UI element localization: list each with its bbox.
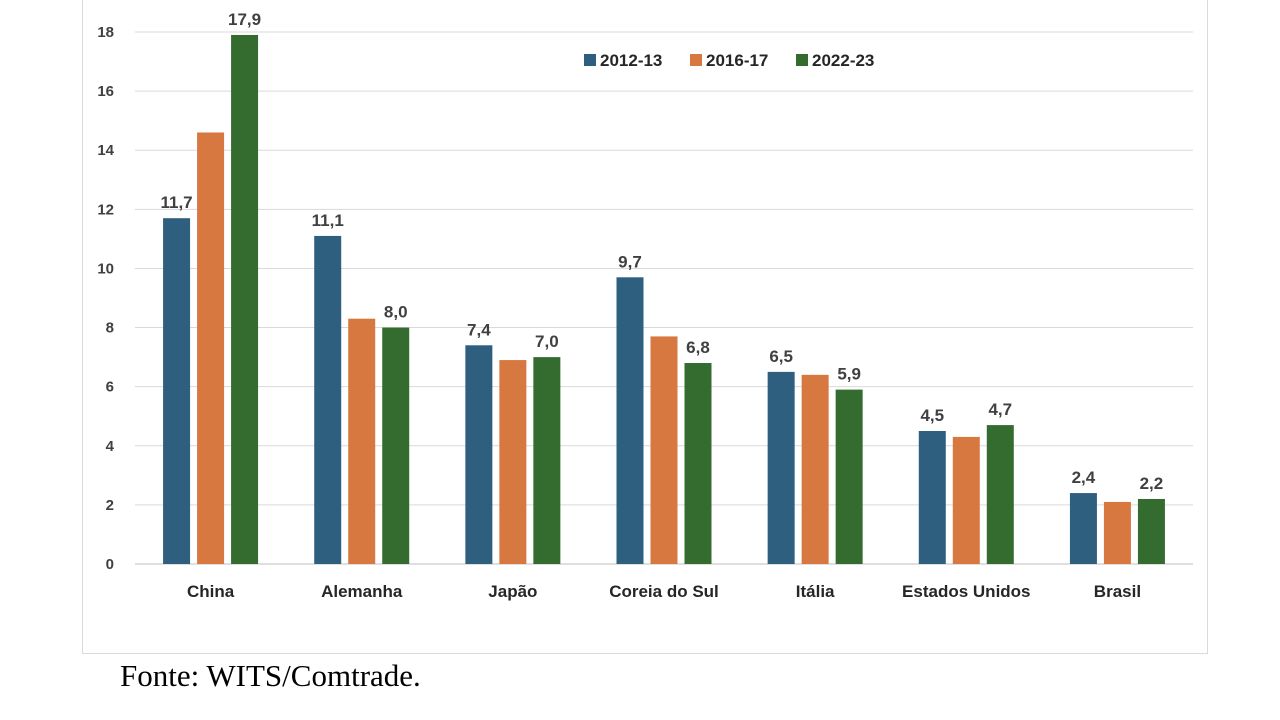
bar	[918, 431, 946, 564]
bar	[465, 345, 493, 564]
bar	[197, 132, 225, 564]
bar	[348, 318, 376, 564]
bar	[533, 357, 561, 564]
y-tick-label: 12	[97, 201, 114, 218]
y-tick-label: 8	[106, 320, 114, 337]
y-axis-ticks: 0 2 4 6 8 10 12 14 16 18	[97, 24, 114, 573]
bar	[835, 389, 863, 564]
gridlines	[135, 31, 1193, 565]
data-label: 17,9	[228, 10, 261, 29]
bar	[952, 436, 980, 564]
category-label: Japão	[488, 582, 537, 601]
legend-label: 2016-17	[706, 51, 768, 70]
y-tick-label: 2	[106, 497, 114, 514]
data-label: 7,4	[467, 320, 491, 339]
data-label: 11,1	[312, 211, 344, 230]
category-label: Itália	[796, 582, 835, 601]
bars	[163, 34, 1165, 564]
legend-label: 2022-23	[812, 51, 874, 70]
bar-chart: 0 2 4 6 8 10 12 14 16 18 11,7 17,9 11,1 8,0 7,4 7,0 9,7…	[97, 10, 1193, 601]
bar	[616, 277, 644, 564]
bar	[1103, 501, 1131, 564]
y-tick-label: 18	[97, 24, 114, 41]
legend-swatch	[584, 54, 596, 66]
legend: 2012-13 2016-17 2022-23	[584, 51, 874, 70]
data-label: 8,0	[384, 303, 408, 322]
data-label: 11,7	[160, 193, 192, 212]
data-label: 2,4	[1072, 468, 1096, 487]
bar	[382, 327, 410, 564]
data-labels: 11,7 17,9 11,1 8,0 7,4 7,0 9,7 6,8 6,5 5,9 4,5 4,7 2…	[160, 10, 1163, 493]
data-label: 4,7	[988, 400, 1012, 419]
y-tick-label: 10	[97, 260, 114, 277]
y-tick-label: 0	[106, 556, 114, 573]
chart-area: 0 2 4 6 8 10 12 14 16 18 11,7 17,9 11,1 8,0 7,4 7,0 9,7…	[82, 0, 1208, 654]
bar	[801, 374, 829, 564]
bar	[986, 425, 1014, 564]
data-label: 7,0	[535, 332, 559, 351]
legend-label: 2012-13	[600, 51, 662, 70]
data-label: 6,8	[686, 338, 710, 357]
y-tick-label: 16	[97, 83, 114, 100]
bar	[1069, 493, 1097, 564]
data-label: 6,5	[769, 347, 793, 366]
bar	[231, 34, 259, 564]
y-tick-label: 4	[106, 438, 115, 455]
bar	[499, 360, 527, 564]
bar	[1137, 498, 1165, 564]
data-label: 5,9	[837, 365, 861, 384]
legend-swatch	[796, 54, 808, 66]
category-label: Coreia do Sul	[609, 582, 719, 601]
legend-swatch	[690, 54, 702, 66]
category-label: Estados Unidos	[902, 582, 1030, 601]
x-axis-categories: China Alemanha Japão Coreia do Sul Itália Est…	[187, 582, 1141, 601]
category-label: Alemanha	[321, 582, 403, 601]
bar	[163, 218, 191, 564]
bar	[684, 363, 712, 564]
bar	[314, 235, 342, 564]
data-label: 2,2	[1140, 474, 1164, 493]
bar	[650, 336, 678, 564]
y-tick-label: 6	[106, 379, 114, 396]
y-tick-label: 14	[97, 142, 114, 159]
source-note: Fonte: WITS/Comtrade.	[120, 658, 421, 693]
data-label: 9,7	[618, 252, 642, 271]
category-label: Brasil	[1094, 582, 1141, 601]
bar	[767, 371, 795, 564]
category-label: China	[187, 582, 235, 601]
data-label: 4,5	[920, 406, 944, 425]
